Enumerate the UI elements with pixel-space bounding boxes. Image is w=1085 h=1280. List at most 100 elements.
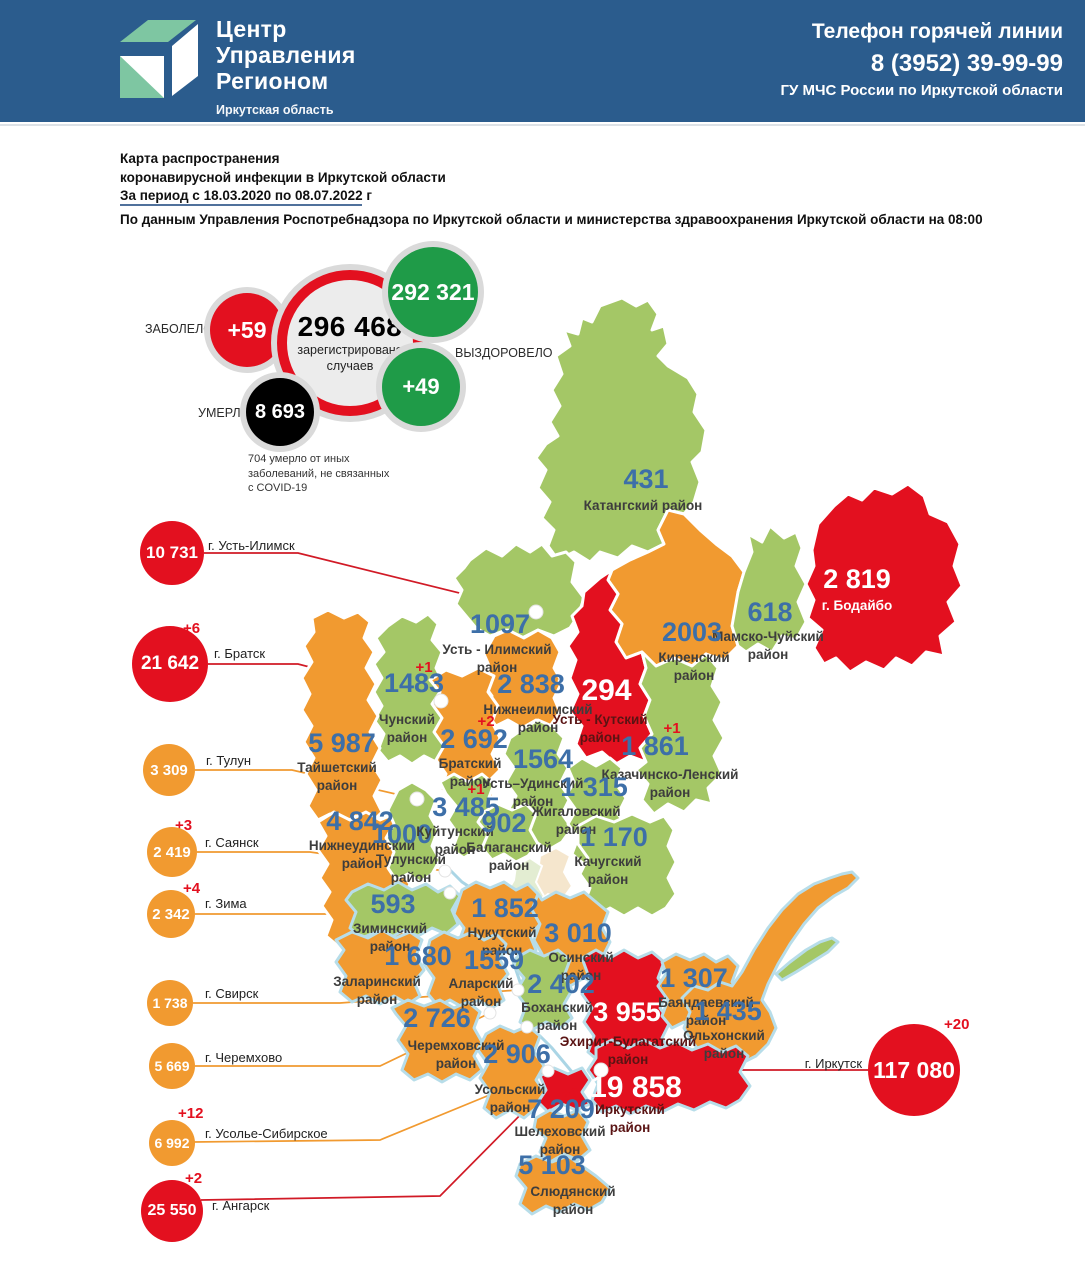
district-olkhonsky-region [680,870,860,1070]
district-value: 902 [481,808,526,838]
district-name: Нижнеудинский район [309,838,415,871]
dead-note-line-1: 704 умерло от иных [248,453,350,465]
district-value: 1483 [384,668,444,698]
district-name: Братский район [439,756,502,789]
line-ust-ilimsk [204,552,537,613]
district-delta: +1 [415,659,432,676]
city-delta-angarsk: +2 [185,1170,203,1187]
olkhon-island [774,936,840,982]
city-value: 117 080 [873,1056,955,1083]
city-delta-zima: +4 [183,880,201,897]
district-name: Иркутский район [595,1102,665,1135]
city-value: 2 419 [153,843,191,861]
city-label-usolye: г. Усолье-Сибирское [205,1126,328,1141]
header-divider [0,124,1085,126]
district-bodaibo-region [804,482,964,674]
district-value: 2 819 [823,564,891,594]
title-line-2: коронавирусной инфекции в Иркутской обла… [120,169,446,185]
district-value: 1 435 [694,996,762,1026]
district-value: 1097 [470,609,530,639]
city-circle-bratsk: 21 642 [132,626,208,702]
registered-caption-2: случаев [326,359,374,373]
district-value: 1 861 [621,731,689,761]
city-label-zima: г. Зима [205,896,247,911]
dot-irkutsk [593,1062,609,1078]
district-value: 431 [623,464,668,494]
district-value: 1 307 [660,963,728,993]
district-value: 5 987 [308,728,376,758]
district-value: 1 170 [580,822,648,852]
district-name: Катангский район [584,498,703,513]
district-name: Чунский район [379,712,435,745]
district-chunsky-region [372,612,448,766]
district-value: 2 838 [497,669,565,699]
district-balagansky-region [476,802,540,864]
city-value: 1 738 [152,995,188,1011]
dead-note-line-2: заболеваний, не связанных [248,467,390,480]
district-value: 1564 [513,744,573,774]
dot-svirsk [511,983,525,997]
city-circle-tulun: 3 309 [143,744,195,796]
district-alarsky-region [422,930,510,1010]
district-name: Качугский район [574,854,641,887]
logo-text: Центр Управления Регионом Иркутская обла… [216,16,356,117]
district-name: Тулунский район [376,852,446,885]
district-value: 2 726 [403,1003,471,1033]
district-value: 3 955 [593,997,661,1027]
district-value: 2 906 [483,1039,551,1069]
district-name: Балаганский район [466,840,551,873]
city-label-svirsk: г. Свирск [205,986,259,1001]
city-label-sayansk: г. Саянск [205,835,259,850]
district-name: Мамско-Чуйский район [712,629,824,662]
district-name: Осинский район [548,950,613,983]
cur-cube-logo-icon [120,20,198,98]
registered-caption-1: зарегистрировано [297,343,403,358]
title-line-1: Карта распространения [120,151,280,166]
dead-note: 704 умерло от иных заболеваний, не связа… [248,452,389,496]
district-value: 1000 [372,819,432,849]
district-name: г. Бодайбо [822,598,893,613]
hotline-block: Телефон горячей линии 8 (3952) 39-99-99 … [781,20,1063,99]
recovered-value: 292 321 [391,278,475,305]
registered-value: 296 468 [297,311,403,343]
recovered-label: ВЫЗДОРОВЕЛО [455,346,553,360]
logo-region: Иркутская область [216,103,334,117]
district-value: 4 842 [326,806,394,836]
city-value: 5 669 [154,1058,190,1074]
dot-tulun [409,791,425,807]
district-name: Заларинский район [333,974,421,1007]
district-name: Нукутский район [468,925,537,958]
sick-delta-value: +59 [227,316,267,343]
district-name: Слюдянский район [530,1184,615,1217]
district-kachugsky-region [576,812,678,918]
district-labels: 431 Катангский район 2 819 г. Бодайбо 61… [297,464,892,1217]
logo-line-2: Управления [216,42,356,68]
district-name: Куйтунский район [416,824,494,857]
district-name: Зиминский район [353,921,427,954]
logo-line-1: Центр [216,16,287,42]
district-slyudyansky-region [514,1154,612,1216]
city-label-tulun: г. Тулун [206,753,252,768]
city-delta-usolye: +12 [178,1105,204,1122]
district-value: 3 010 [544,918,612,948]
district-irkutsky-region [586,1038,752,1116]
district-kazachinsko-lensky-region [634,650,726,816]
city-delta-irkutsk: +20 [944,1016,970,1033]
district-zalarinsky-region [334,928,426,1006]
district-delta: +2 [477,713,494,730]
district-value: 1559 [464,945,524,975]
district-value: 1 852 [471,893,539,923]
city-circle-angarsk: 25 550 [141,1180,203,1242]
district-name: Шелеховский район [514,1124,605,1157]
district-value: 2003 [662,617,722,647]
district-name: Черемховский район [408,1038,505,1071]
district-katangsky-region [534,296,708,564]
city-dots [409,604,609,1078]
dot-extra [520,1020,534,1034]
city-label-bratsk: г. Братск [214,646,266,661]
dead-note-line-3: с COVID-19 [248,482,308,495]
district-mamsko-chuysky-region [730,524,808,654]
district-value: 1 315 [560,772,628,802]
